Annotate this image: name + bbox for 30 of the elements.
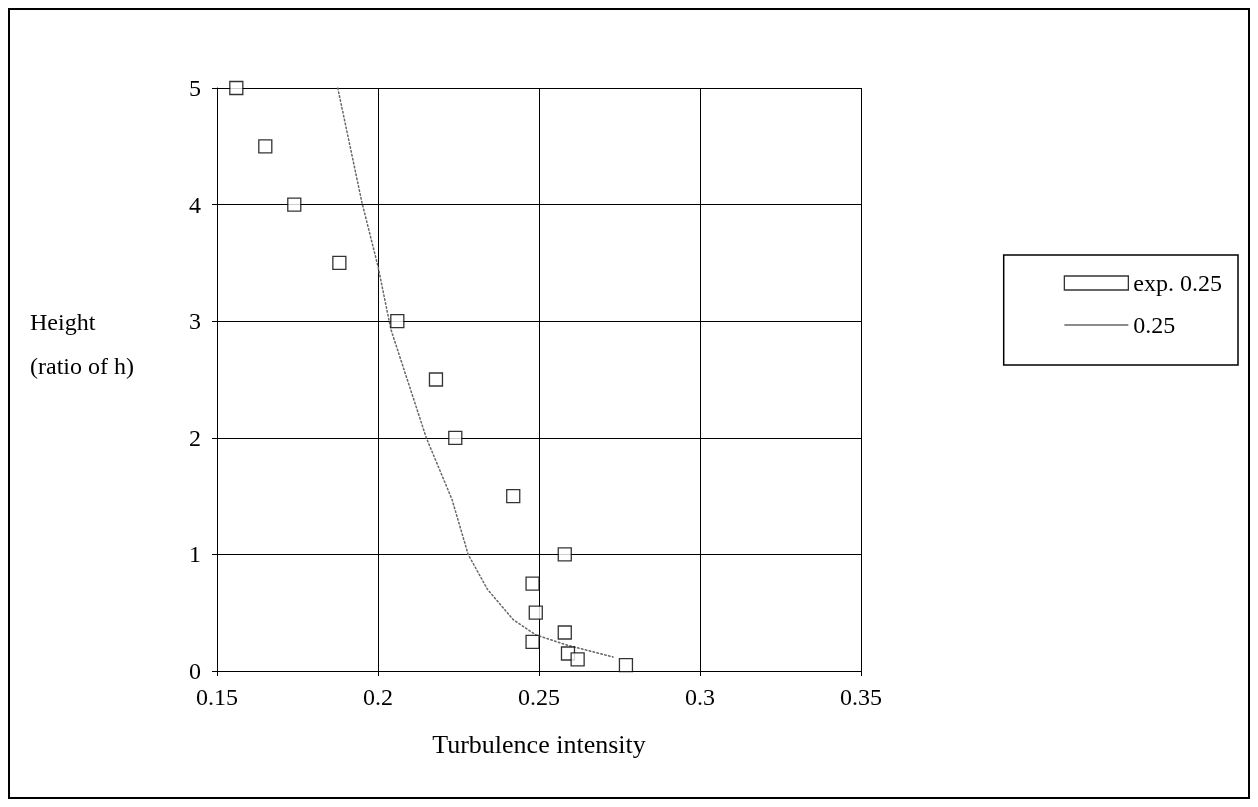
x-axis-title: Turbulence intensity [432, 729, 646, 759]
point [557, 547, 572, 562]
y-tick-label: 5 [189, 75, 201, 101]
point [618, 658, 634, 673]
point [525, 576, 540, 591]
point [428, 372, 444, 387]
point [287, 197, 302, 212]
point [528, 605, 543, 620]
x-tick-label: 0.2 [363, 684, 393, 710]
x-tick-label: 0.3 [685, 684, 715, 710]
point [229, 80, 244, 96]
legend-label: 0.25 [1133, 312, 1176, 338]
point [332, 255, 347, 271]
point [448, 430, 463, 445]
y-axis-title: Height (ratio of h) [30, 309, 134, 379]
y-tick-label: 1 [189, 541, 201, 568]
x-tick-label: 0.35 [840, 684, 882, 710]
point [525, 634, 540, 649]
point [557, 625, 572, 640]
y-tick-label: 2 [189, 424, 201, 451]
legend-label: exp. 0.25 [1133, 270, 1222, 296]
y-tick-label: 0 [189, 658, 201, 684]
x-tick-label: 0.25 [518, 684, 560, 710]
x-tick-label: 0.15 [196, 684, 238, 710]
y-tick-label: 4 [189, 191, 201, 218]
point [570, 652, 585, 667]
point [390, 314, 405, 329]
point [258, 139, 273, 154]
y-tick-label: 3 [189, 308, 201, 335]
point [506, 488, 521, 504]
